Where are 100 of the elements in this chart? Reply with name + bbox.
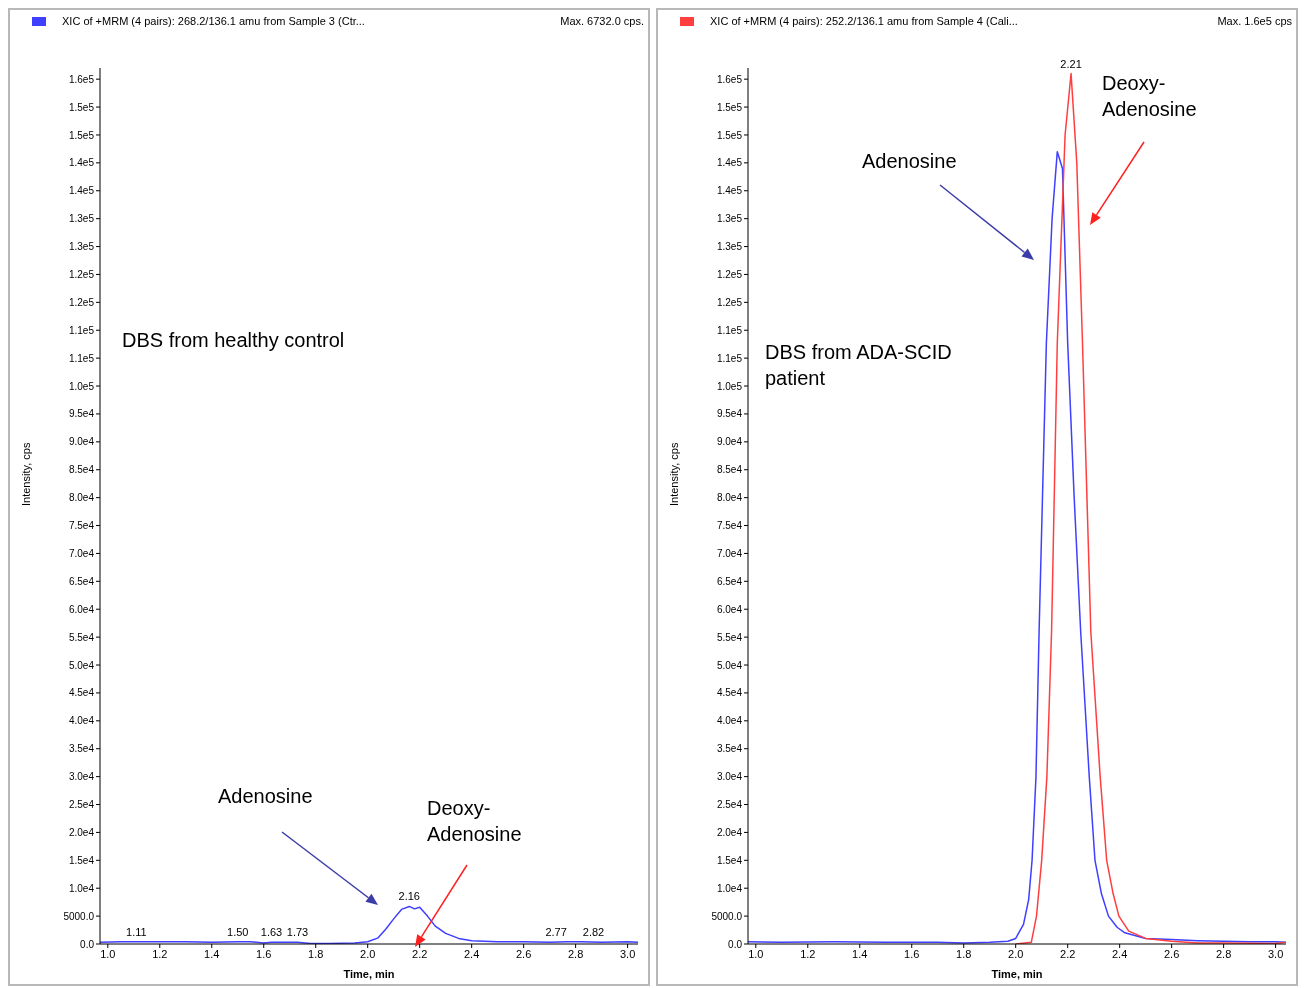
y-tick-label: 1.0e4 (68, 882, 95, 894)
y-tick-label: 1.4e5 (68, 157, 95, 169)
y-tick-label: 1.5e5 (68, 101, 95, 113)
x-tick-label: 2.2 (1060, 947, 1076, 960)
y-tick-label: 6.5e4 (68, 575, 95, 587)
y-tick-label: 5.5e4 (68, 631, 95, 643)
y-tick-label: 2.0e4 (716, 826, 743, 838)
annotation: Adenosine (218, 784, 313, 809)
x-tick-label: 1.0 (100, 947, 116, 960)
y-tick-label: 1.3e5 (716, 241, 743, 253)
y-tick-label: 2.5e4 (68, 799, 95, 811)
y-tick-label: 1.3e5 (68, 213, 95, 225)
x-tick-label: 1.6 (904, 947, 920, 960)
y-tick-label: 5000.0 (63, 910, 95, 922)
annotation: 2.16 (398, 890, 420, 903)
y-tick-label: 6.5e4 (716, 575, 743, 587)
annotation: 1.50 (227, 925, 249, 938)
y-tick-label: 2.5e4 (716, 799, 743, 811)
y-tick-label: 4.5e4 (68, 687, 95, 699)
y-tick-label: 3.0e4 (716, 771, 743, 783)
x-tick-label: 1.0 (748, 947, 764, 960)
y-tick-label: 5.0e4 (716, 659, 743, 671)
y-tick-label: 2.0e4 (68, 826, 95, 838)
y-tick-label: 1.4e5 (68, 185, 95, 197)
y-tick-label: 3.5e4 (68, 743, 95, 755)
y-tick-label: 1.5e5 (716, 129, 743, 141)
x-tick-label: 2.8 (567, 947, 584, 960)
x-tick-label: 2.2 (412, 947, 428, 960)
x-tick-label: 2.0 (1008, 947, 1024, 960)
y-tick-label: 8.0e4 (716, 492, 743, 504)
y-tick-label: 1.2e5 (68, 296, 95, 308)
y-tick-label: 1.2e5 (716, 269, 743, 280)
x-tick-label: 1.8 (956, 947, 972, 960)
annotation: 2.77 (545, 925, 567, 938)
y-tick-label: 9.0e4 (68, 436, 95, 448)
y-tick-label: 1.1e5 (68, 352, 95, 364)
y-tick-label: 9.5e4 (68, 408, 95, 420)
y-tick-label: 1.3e5 (68, 241, 95, 253)
x-tick-label: 2.4 (1112, 947, 1128, 960)
annotation: Deoxy- Adenosine (427, 796, 522, 847)
annotation: DBS from healthy control (122, 328, 345, 353)
annotation: 1.11 (126, 925, 147, 938)
y-tick-label: 7.0e4 (68, 547, 95, 559)
y-tick-label: 5.5e4 (716, 631, 743, 643)
x-tick-label: 2.4 (464, 947, 480, 960)
x-axis-title: Time, min (991, 968, 1043, 980)
annotation: Adenosine (862, 149, 957, 174)
y-tick-label: 0.0 (728, 938, 743, 950)
y-tick-label: 5.0e4 (68, 659, 95, 671)
x-tick-label: 1.8 (308, 947, 324, 960)
y-tick-label: 1.1e5 (716, 352, 743, 364)
x-tick-label: 1.2 (152, 947, 168, 960)
y-tick-label: 6.0e4 (68, 603, 95, 615)
y-tick-label: 7.0e4 (716, 547, 743, 559)
y-tick-label: 1.0e5 (716, 380, 743, 392)
y-tick-label: 1.5e4 (68, 854, 95, 866)
y-tick-label: 1.6e5 (716, 73, 743, 85)
x-tick-label: 3.0 (1267, 947, 1284, 960)
y-tick-label: 4.0e4 (68, 715, 95, 727)
y-tick-label: 8.5e4 (68, 464, 95, 476)
y-tick-label: 4.5e4 (716, 687, 743, 699)
x-tick-label: 3.0 (619, 947, 636, 960)
y-tick-label: 1.4e5 (716, 157, 743, 169)
chart-subtitle: Max. 6732.0 cps. (560, 15, 644, 27)
y-tick-label: 8.0e4 (68, 492, 95, 504)
chart-title: XIC of +MRM (4 pairs): 268.2/136.1 amu from Sample 3 (Ctr... (62, 15, 365, 27)
x-tick-label: 2.6 (1163, 947, 1180, 960)
annotation: Deoxy- Adenosine (1102, 71, 1197, 122)
annotation: DBS from ADA-SCID patient (765, 340, 952, 391)
y-tick-label: 1.4e5 (716, 185, 743, 197)
x-tick-label: 2.8 (1215, 947, 1232, 960)
annotation: 1.63 (260, 926, 283, 939)
chart-subtitle: Max. 1.6e5 cps (1217, 15, 1292, 27)
y-tick-label: 9.5e4 (716, 408, 743, 420)
x-tick-label: 1.6 (256, 947, 272, 960)
chart-title: XIC of +MRM (4 pairs): 252.2/136.1 amu from Sample 4 (Cali... (710, 15, 1018, 27)
y-tick-label: 1.2e5 (716, 296, 743, 308)
y-tick-label: 3.5e4 (716, 743, 743, 755)
y-tick-label: 1.5e4 (716, 854, 743, 866)
annotation: 2.82 (582, 925, 605, 938)
x-tick-label: 2.0 (360, 947, 376, 960)
y-tick-label: 1.0e5 (68, 380, 95, 392)
y-tick-label: 1.3e5 (716, 213, 743, 225)
y-tick-label: 9.0e4 (716, 436, 743, 448)
y-tick-label: 1.6e5 (68, 73, 95, 85)
y-tick-label: 4.0e4 (716, 715, 743, 727)
x-tick-label: 1.4 (204, 947, 220, 960)
y-tick-label: 1.5e5 (68, 129, 95, 141)
y-tick-label: 8.5e4 (716, 464, 743, 476)
y-axis-title: Intensity, cps (667, 442, 680, 506)
y-tick-label: 1.0e4 (716, 882, 743, 894)
y-tick-label: 6.0e4 (716, 603, 743, 615)
y-tick-label: 0.0 (80, 938, 95, 950)
y-tick-label: 1.5e5 (716, 101, 743, 113)
y-tick-label: 1.1e5 (68, 324, 95, 336)
annotation: 1.73 (286, 926, 309, 939)
y-axis-title: Intensity, cps (19, 442, 32, 506)
y-tick-label: 7.5e4 (716, 520, 743, 532)
y-tick-label: 1.2e5 (68, 269, 95, 280)
x-tick-label: 2.6 (515, 947, 532, 960)
